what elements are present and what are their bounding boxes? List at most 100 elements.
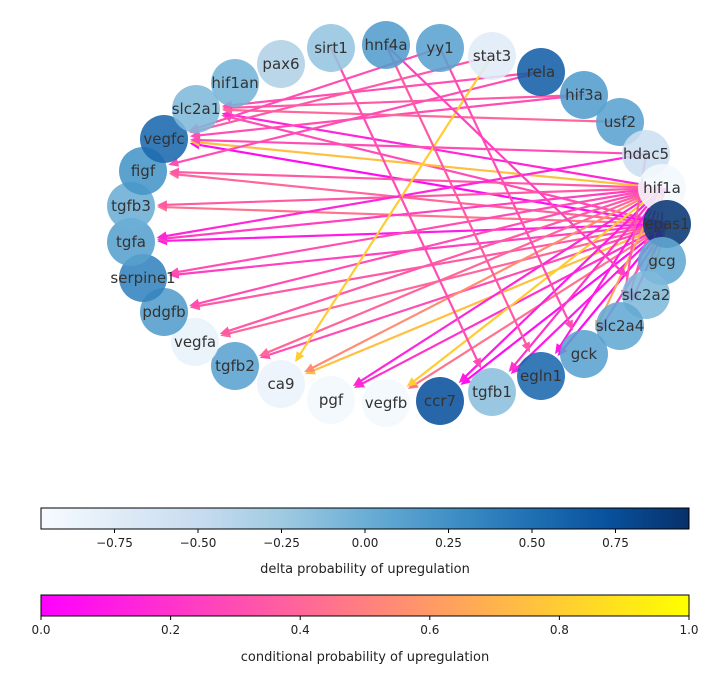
edge-arrowhead xyxy=(521,341,530,353)
edge-line xyxy=(161,222,669,243)
node-label: tgfb3 xyxy=(111,197,151,215)
node-circle xyxy=(362,379,410,427)
node-circle xyxy=(560,71,608,119)
node-hif1a: hif1a xyxy=(638,164,686,212)
edge-hif1a-egln1 xyxy=(555,186,664,355)
edge-hif1a-serpine1 xyxy=(168,186,664,277)
node-label: figf xyxy=(131,162,156,180)
node-usf2: usf2 xyxy=(596,98,644,146)
node-circle xyxy=(638,164,686,212)
edge-arrowhead xyxy=(189,298,201,308)
colorbar-tick-label: 0.2 xyxy=(161,623,180,637)
colorbar-tick-label: 0.00 xyxy=(352,536,379,550)
node-label: hif1a xyxy=(643,179,681,197)
edge-line xyxy=(172,70,543,165)
edge-hif1a-figf xyxy=(168,167,664,190)
edge-hdac5-vegfc xyxy=(189,135,648,156)
node-circle xyxy=(257,360,305,408)
node-label: epas1 xyxy=(644,215,689,233)
node-circle xyxy=(517,352,565,400)
edge-hnf4a-egln1 xyxy=(384,43,530,353)
edge-line xyxy=(194,143,669,226)
node-label: rela xyxy=(527,63,555,81)
node-pgf: pgf xyxy=(307,376,355,424)
edge-line xyxy=(173,173,669,226)
edge-hif1a-pdgfb xyxy=(189,186,664,308)
colorbar-tick-label: 0.75 xyxy=(602,536,629,550)
edge-line xyxy=(410,186,664,385)
node-label: gck xyxy=(571,345,598,363)
node-circle xyxy=(468,368,516,416)
edge-line xyxy=(224,186,664,334)
node-circle xyxy=(416,377,464,425)
node-label: sirt1 xyxy=(314,39,348,57)
node-sirt1: sirt1 xyxy=(307,24,355,72)
node-circle xyxy=(211,59,259,107)
node-label: egln1 xyxy=(520,367,562,385)
edge-line xyxy=(384,43,529,349)
conditional-colorbar: 0.0 0.2 0.4 0.6 0.8 1.0 conditional probabili… xyxy=(31,594,699,665)
edge-hif1a-ccr7 xyxy=(458,186,664,383)
edge-line xyxy=(161,152,648,238)
edge-hif1a-ca9 xyxy=(304,186,664,373)
node-rela: rela xyxy=(517,48,565,96)
edge-arrowhead xyxy=(168,157,180,167)
node-label: gcg xyxy=(648,252,675,270)
edge-line xyxy=(308,186,664,371)
edge-line xyxy=(297,54,494,359)
node-pax6: pax6 xyxy=(257,40,305,88)
edge-hif1a-tgfb3 xyxy=(156,186,664,210)
node-label: stat3 xyxy=(473,47,511,65)
conditional-colorbar-label: conditional probability of upregulation xyxy=(241,650,490,665)
node-circle xyxy=(362,21,410,69)
node-circle xyxy=(257,40,305,88)
colorbar-tick-label: 0.50 xyxy=(519,536,546,550)
edge-sirt1-tgfb1 xyxy=(329,46,481,369)
node-label: tgfa xyxy=(116,233,146,251)
node-label: yy1 xyxy=(426,39,453,57)
edge-line xyxy=(194,138,648,156)
node-label: vegfc xyxy=(143,130,184,148)
node-hif1an: hif1an xyxy=(211,59,259,107)
node-circle xyxy=(416,24,464,72)
colorbar-tick-label: 0.4 xyxy=(291,623,310,637)
node-circle xyxy=(596,98,644,146)
node-ca9: ca9 xyxy=(257,360,305,408)
node-circle xyxy=(596,302,644,350)
colorbar-tick-label: 0.8 xyxy=(550,623,569,637)
edge-line xyxy=(263,186,664,355)
node-hif3a: hif3a xyxy=(560,71,608,119)
edge-rela-figf xyxy=(168,70,543,167)
edge-hif1a-vegfa xyxy=(219,186,664,335)
node-circle xyxy=(517,48,565,96)
edge-arrowhead xyxy=(406,377,418,388)
edge-line xyxy=(226,93,586,109)
edge-line xyxy=(461,186,664,380)
edge-arrowhead xyxy=(168,267,180,277)
edge-line xyxy=(173,222,669,276)
node-label: ca9 xyxy=(268,375,295,393)
edge-arrowhead xyxy=(258,347,270,357)
node-hnf4a: hnf4a xyxy=(362,21,410,69)
node-label: hif1an xyxy=(211,74,258,92)
colorbar-tick-label: −0.50 xyxy=(180,536,217,550)
edge-line xyxy=(226,108,622,124)
node-circle xyxy=(211,342,259,390)
edge-hif1a-vegfb xyxy=(406,186,664,388)
colorbar-tick-label: 0.0 xyxy=(31,623,50,637)
node-label: vegfa xyxy=(174,333,216,351)
node-label: hif3a xyxy=(565,86,603,104)
node-label: hdac5 xyxy=(623,145,669,163)
node-label: pax6 xyxy=(262,55,299,73)
colorbar-tick-label: 0.25 xyxy=(435,536,462,550)
colorbar-tick-label: 1.0 xyxy=(679,623,698,637)
node-tgfa: tgfa xyxy=(107,218,155,266)
delta-colorbar-ticks: −0.75 −0.50 −0.25 0.00 0.25 0.50 0.75 xyxy=(96,529,629,550)
node-circle xyxy=(307,376,355,424)
node-label: pdgfb xyxy=(142,303,185,321)
colorbar-tick-label: 0.6 xyxy=(420,623,439,637)
conditional-colorbar-bar xyxy=(40,594,690,617)
delta-colorbar-label: delta probability of upregulation xyxy=(260,562,470,577)
edge-line xyxy=(226,113,664,190)
